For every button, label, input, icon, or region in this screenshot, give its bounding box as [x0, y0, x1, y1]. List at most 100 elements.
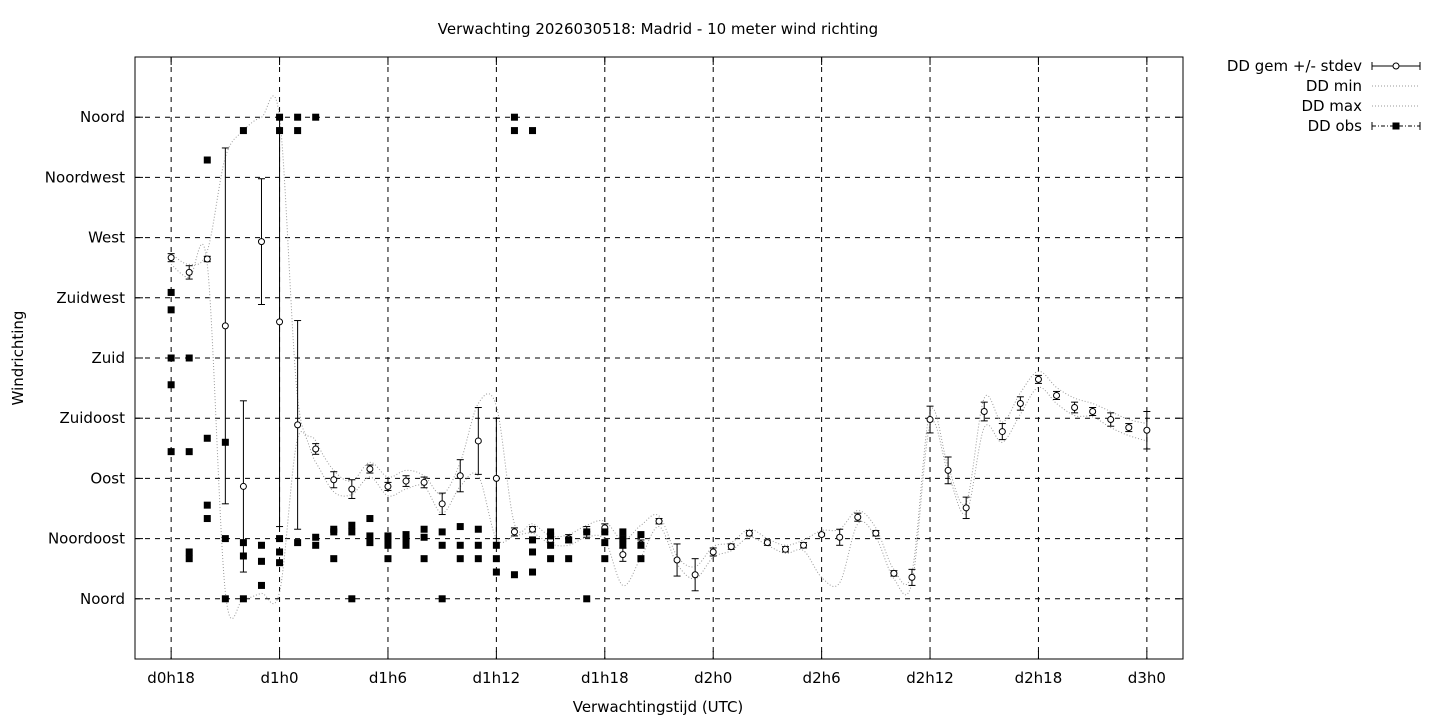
dd-mean-point	[872, 529, 880, 537]
dd-obs-point	[239, 595, 247, 603]
dd-obs-point	[167, 381, 175, 389]
dd-mean-errorbar	[529, 525, 537, 533]
legend-swatch-marker	[1392, 62, 1400, 70]
dd-obs-point	[257, 557, 265, 565]
dd-mean-point	[203, 255, 211, 263]
dd-mean-point	[926, 416, 934, 424]
dd-obs-point	[474, 541, 482, 549]
dd-mean-point	[908, 573, 916, 581]
y-tick-label: Zuidwest	[56, 289, 125, 307]
dd-mean-errorbar	[1089, 406, 1097, 417]
dd-mean-point	[691, 571, 699, 579]
dd-mean-point	[456, 472, 464, 480]
dd-obs-point	[583, 528, 591, 536]
y-tick-label: Zuid	[92, 349, 125, 367]
dd-mean-point	[745, 529, 753, 537]
dd-obs-point	[348, 595, 356, 603]
dd-obs-point	[348, 521, 356, 529]
dd-obs-point	[203, 156, 211, 164]
dd-mean-point	[330, 476, 338, 484]
dd-mean-point	[709, 548, 717, 556]
dd-obs-point	[312, 541, 320, 549]
dd-obs-point	[619, 541, 627, 549]
dd-obs-point	[239, 127, 247, 135]
dd-obs-point	[565, 555, 573, 563]
dd-mean-errorbar	[1125, 423, 1133, 433]
x-tick-label: d2h6	[803, 669, 841, 687]
legend-label: DD min	[1306, 77, 1362, 95]
dd-obs-point	[456, 523, 464, 531]
dd-obs-point	[492, 541, 500, 549]
dd-obs-point	[257, 581, 265, 589]
dd-mean-point	[890, 569, 898, 577]
dd-mean-errorbar	[420, 476, 428, 489]
dd-mean-point	[836, 533, 844, 541]
x-tick-label: d1h12	[473, 669, 521, 687]
dd-obs-point	[529, 127, 537, 135]
dd-mean-point	[655, 517, 663, 525]
dd-mean-errorbar	[492, 417, 500, 540]
dd-mean-errorbar	[673, 543, 681, 577]
dd-obs-point	[474, 555, 482, 563]
x-axis-label: Verwachtingstijd (UTC)	[573, 698, 744, 716]
dd-mean-errorbar	[872, 529, 880, 537]
dd-mean-errorbar	[276, 116, 284, 528]
dd-obs-point	[239, 552, 247, 560]
dd-obs-point	[474, 525, 482, 533]
legend-swatch-marker	[1392, 122, 1400, 130]
dd-mean-errorbar	[1107, 412, 1115, 427]
dd-obs-point	[637, 541, 645, 549]
dd-obs-point	[312, 113, 320, 121]
dd-mean-errorbar	[1053, 390, 1061, 400]
dd-obs-point	[547, 532, 555, 540]
dd-mean-errorbar	[709, 547, 717, 557]
dd-obs-point	[276, 127, 284, 135]
dd-mean-point	[673, 556, 681, 564]
dd-obs-point	[510, 127, 518, 135]
x-tick-label: d1h6	[369, 669, 407, 687]
dd-obs-point	[402, 531, 410, 539]
dd-mean-point	[1107, 416, 1115, 424]
dd-mean-errorbar	[926, 405, 934, 434]
dd-mean-point	[492, 474, 500, 482]
dd-obs-point	[456, 555, 464, 563]
dd-mean-point	[998, 428, 1006, 436]
dd-mean-errorbar	[348, 479, 356, 499]
dd-obs-point	[167, 306, 175, 314]
chart-title: Verwachting 2026030518: Madrid - 10 mete…	[438, 20, 878, 38]
dd-mean-errorbar	[312, 443, 320, 455]
dd-obs-point	[239, 539, 247, 547]
dd-mean-point	[1089, 408, 1097, 416]
dd-mean-point	[727, 543, 735, 551]
dd-mean-errorbar	[962, 496, 970, 520]
dd-obs-point	[366, 539, 374, 547]
dd-obs-point	[167, 288, 175, 296]
dd-obs-point	[637, 555, 645, 563]
dd-mean-point	[276, 318, 284, 326]
dd-mean-errorbar	[619, 547, 627, 562]
dd-mean-point	[1125, 424, 1133, 432]
dd-mean-errorbar	[800, 541, 808, 549]
dd-obs-point	[420, 555, 428, 563]
dd-obs-point	[203, 434, 211, 442]
dd-mean-point	[619, 551, 627, 559]
tick-layer: d0h18 d1h0 d1h6 d1h12 d1h18 d2h0 d2h6 d2h12 d2h1…	[45, 57, 1183, 687]
dd-obs-point	[420, 533, 428, 541]
dd-mean-errorbar	[294, 320, 302, 530]
dd-obs-point	[257, 541, 265, 549]
dd-obs-point	[185, 548, 193, 556]
dd-mean-point	[348, 485, 356, 493]
dd-obs-point	[203, 501, 211, 509]
dd-obs-point	[438, 595, 446, 603]
dd-obs-point	[366, 515, 374, 523]
x-tick-label: d2h18	[1015, 669, 1063, 687]
dd-mean-errorbar	[836, 528, 844, 546]
dd-obs-point	[330, 528, 338, 536]
x-tick-label: d2h12	[906, 669, 954, 687]
dd-obs-point	[565, 536, 573, 544]
dd-obs-point	[312, 533, 320, 541]
dd-obs-point	[276, 548, 284, 556]
dd-mean-errorbar	[167, 253, 175, 263]
dd-mean-point	[510, 528, 518, 536]
